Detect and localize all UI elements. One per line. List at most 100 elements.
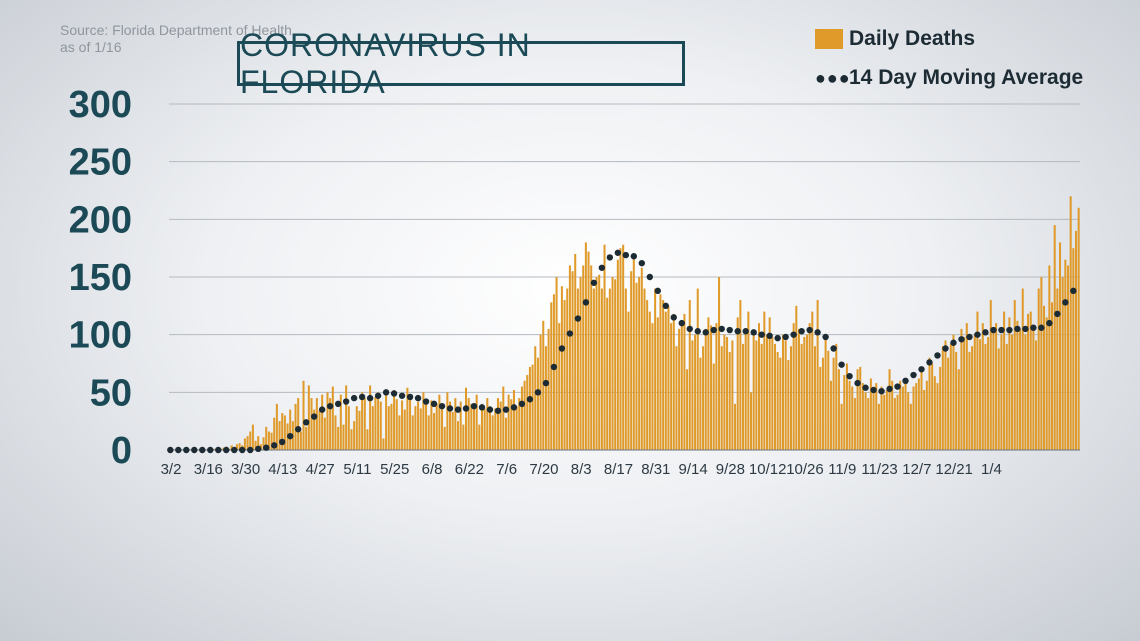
moving-average-point (175, 446, 182, 454)
bar (792, 323, 795, 450)
bar (326, 392, 329, 450)
moving-average-point (1014, 325, 1021, 333)
moving-average-point (702, 329, 709, 336)
bar (427, 415, 430, 450)
moving-average-point (766, 332, 773, 340)
moving-average-point (1038, 324, 1045, 331)
bar (419, 408, 422, 450)
moving-average-point (590, 279, 598, 286)
bar (246, 436, 249, 450)
moving-average-point (862, 384, 869, 391)
bar (459, 401, 462, 450)
bar (875, 383, 878, 450)
bar (704, 328, 707, 450)
bar (502, 386, 505, 450)
y-tick-label: 300 (69, 84, 132, 126)
bar (816, 300, 819, 450)
moving-average-point (1006, 326, 1013, 334)
moving-average-point (454, 406, 462, 413)
bar (811, 311, 814, 450)
bar (387, 406, 390, 450)
bar (414, 406, 417, 450)
bar (715, 323, 718, 450)
moving-average-point (646, 273, 654, 281)
bar (254, 440, 257, 450)
bar (270, 432, 273, 450)
bar (283, 415, 286, 450)
bar (773, 343, 777, 450)
bar (337, 426, 340, 450)
moving-average-point (718, 325, 725, 333)
bar (331, 386, 334, 450)
source-line: Source: Florida Department of Health (60, 22, 292, 38)
bar (385, 394, 388, 450)
x-tick-label: 12/7 (902, 461, 931, 478)
bar (544, 346, 547, 450)
bar (582, 265, 585, 450)
bar (694, 334, 697, 450)
bar (944, 340, 947, 450)
moving-average-point (670, 314, 677, 321)
bar (803, 336, 806, 450)
moving-average-point (239, 446, 246, 454)
bar (243, 438, 246, 450)
bar (334, 415, 337, 450)
bar (947, 357, 950, 450)
moving-average-point (830, 345, 837, 352)
bar (235, 444, 238, 450)
bar (603, 244, 606, 450)
x-tick-label: 10/26 (786, 461, 824, 478)
bar (840, 403, 843, 450)
bar (656, 317, 659, 450)
moving-average-point (894, 383, 901, 390)
bar (230, 445, 233, 450)
moving-average-point (183, 446, 190, 454)
legend-label-bars: Daily Deaths (849, 27, 976, 50)
bar (843, 375, 846, 450)
y-tick-label: 200 (69, 199, 132, 241)
bar (781, 334, 785, 450)
bar (883, 394, 886, 450)
bar (1027, 313, 1030, 450)
moving-average-point (199, 446, 206, 454)
bar (718, 277, 721, 450)
moving-average-point (1046, 319, 1053, 327)
bar (454, 398, 457, 450)
bar (909, 403, 912, 450)
bar (265, 426, 268, 450)
x-tick-label: 4/27 (306, 461, 335, 478)
bar (494, 408, 497, 450)
x-tick-label: 12/21 (935, 461, 973, 478)
bar (398, 415, 401, 450)
bar (829, 380, 832, 450)
bar (363, 398, 366, 450)
moving-average-point (758, 331, 765, 338)
bar (422, 392, 425, 450)
x-tick-label: 11/23 (861, 461, 897, 478)
bar (1011, 334, 1014, 450)
bar (667, 305, 670, 450)
bar (758, 323, 761, 450)
moving-average-point (974, 331, 981, 338)
moving-average-point (878, 387, 885, 395)
moving-average-point (886, 385, 893, 393)
moving-average-point (167, 446, 174, 454)
bar (430, 400, 433, 450)
bar (896, 394, 899, 450)
bar (528, 366, 531, 450)
bar (976, 311, 979, 450)
bar (289, 409, 292, 450)
bar-swatch-icon (815, 29, 843, 49)
bar (369, 385, 372, 450)
bar (901, 386, 904, 450)
bar (571, 271, 574, 450)
moving-average-point (518, 400, 526, 408)
bar (776, 351, 779, 450)
bar (382, 438, 385, 450)
bar (632, 253, 635, 450)
bar (358, 410, 361, 450)
bar (971, 346, 974, 450)
bar (281, 413, 284, 450)
bar (931, 363, 934, 450)
bar (779, 357, 782, 450)
